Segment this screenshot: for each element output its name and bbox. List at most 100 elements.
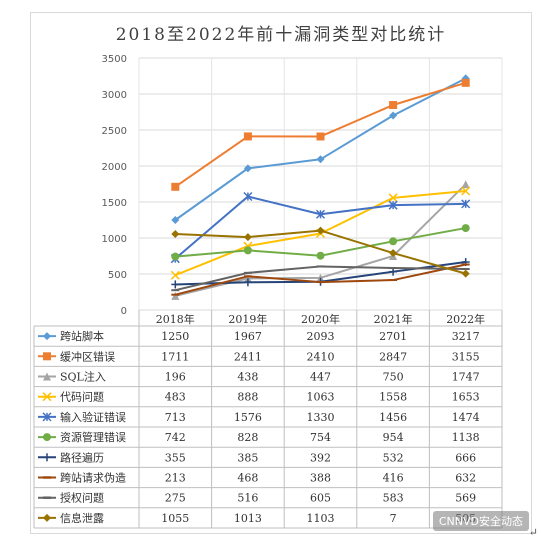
table-value-cell: 438: [237, 371, 258, 384]
table-value-cell: 7: [390, 512, 397, 525]
table-value-cell: 742: [165, 431, 186, 444]
table-value-cell: 666: [455, 451, 476, 464]
x-tick-label: 2020年: [301, 312, 340, 326]
x-tick-label: 2022年: [446, 312, 485, 326]
marker-x: [388, 193, 398, 203]
table-value-cell: 416: [383, 472, 404, 485]
marker-triangle: [461, 180, 470, 189]
marker-square: [461, 78, 470, 87]
table-value-cell: 2410: [307, 350, 335, 363]
table-value-cell: 1055: [161, 512, 189, 525]
marker-circle: [389, 237, 398, 246]
legend-series-name: 输入验证错误: [60, 410, 126, 424]
x-tick-label: 2018年: [156, 312, 195, 326]
table-value-cell: 1576: [234, 411, 262, 424]
marker-diamond: [243, 233, 252, 242]
table-value-cell: 3217: [452, 330, 480, 343]
legend-series-name: 代码问题: [60, 391, 104, 404]
table-value-cell: 392: [310, 451, 331, 464]
table-value-cell: 468: [237, 472, 258, 485]
y-tick-label: 3500: [102, 54, 127, 65]
legend-series-name: 跨站脚本: [60, 329, 104, 343]
marker-diamond: [43, 332, 51, 341]
marker-square: [171, 182, 180, 191]
marker-diamond: [171, 230, 180, 239]
table-value-cell: 447: [310, 371, 331, 384]
table-value-cell: 1967: [234, 330, 262, 343]
table-value-cell: 355: [165, 451, 186, 464]
table-value-cell: 754: [310, 431, 331, 444]
table-value-cell: 583: [383, 492, 404, 505]
marker-triangle: [43, 372, 51, 381]
table-value-cell: 1250: [161, 330, 189, 343]
y-tick-label: 2500: [102, 126, 127, 137]
series-line: [174, 77, 467, 221]
table-value-cell: 569: [455, 492, 476, 505]
chart-title: 2018至2022年前十漏洞类型对比统计: [115, 25, 447, 45]
table-value-cell: 388: [310, 472, 331, 485]
table-value-cell: 1711: [161, 350, 189, 363]
marker-square: [316, 132, 325, 141]
watermark: CNNVD安全动态: [432, 511, 529, 531]
table-value-cell: 605: [310, 492, 331, 505]
table-value-cell: 1747: [452, 371, 480, 384]
table-value-cell: 1330: [307, 411, 335, 424]
table-value-cell: 1474: [452, 411, 480, 424]
marker-x: [170, 270, 180, 280]
y-tick-label: 3000: [102, 90, 127, 101]
marker-diamond: [243, 164, 252, 173]
marker-square: [389, 101, 398, 110]
table-value-cell: 213: [165, 472, 186, 485]
y-tick-label: 500: [108, 270, 127, 281]
marker-circle: [43, 433, 51, 442]
table-value-cell: 483: [165, 391, 186, 404]
marker-x: [461, 186, 471, 196]
table-value-cell: 1013: [234, 512, 262, 525]
table-value-cell: 2701: [379, 330, 407, 343]
marker-diamond: [389, 249, 398, 258]
marker-diamond: [389, 111, 398, 120]
table-value-cell: 1558: [379, 391, 407, 404]
table-value-cell: 2411: [234, 350, 262, 363]
table-value-cell: 888: [237, 391, 258, 404]
marker-circle: [461, 224, 470, 233]
table-value-cell: 516: [237, 492, 258, 505]
paragraph-mark: ↵: [528, 526, 538, 539]
legend-series-name: 资源管理错误: [60, 430, 126, 444]
table-value-cell: 532: [383, 451, 404, 464]
table-value-cell: 1653: [452, 391, 480, 404]
marker-circle: [316, 251, 325, 260]
table-value-cell: 828: [237, 431, 258, 444]
table-value-cell: 385: [237, 451, 258, 464]
legend-series-name: 路径遍历: [60, 451, 104, 464]
marker-diamond: [43, 513, 51, 522]
table-value-cell: 2093: [307, 330, 335, 343]
table-value-cell: 1063: [307, 391, 335, 404]
marker-diamond: [316, 155, 325, 164]
marker-diamond: [461, 269, 470, 278]
table-value-cell: 3155: [452, 350, 480, 363]
y-tick-label: 2000: [102, 162, 127, 173]
table-value-cell: 954: [383, 431, 404, 444]
legend-series-name: 缓冲区错误: [60, 349, 115, 363]
marker-square: [243, 132, 252, 141]
marker-square: [43, 352, 51, 361]
y-tick-label: 1000: [102, 234, 127, 245]
y-tick-label: 1500: [102, 198, 127, 209]
marker-circle: [171, 252, 180, 261]
table-value-cell: 1138: [452, 431, 480, 444]
table-value-cell: 632: [455, 472, 476, 485]
legend-series-name: 信息泄露: [60, 511, 104, 525]
marker-triangle: [171, 291, 180, 300]
legend-series-name: 跨站请求伪造: [60, 471, 126, 485]
table-value-cell: 275: [165, 492, 186, 505]
table-value-cell: 1456: [379, 411, 407, 424]
x-tick-label: 2019年: [228, 312, 267, 326]
table-value-cell: 713: [165, 411, 186, 424]
legend-series-name: SQL注入: [60, 370, 106, 384]
marker-diamond: [171, 216, 180, 224]
table-value-cell: 2847: [379, 350, 407, 363]
table-value-cell: 750: [383, 371, 404, 384]
table-value-cell: 196: [165, 371, 186, 384]
